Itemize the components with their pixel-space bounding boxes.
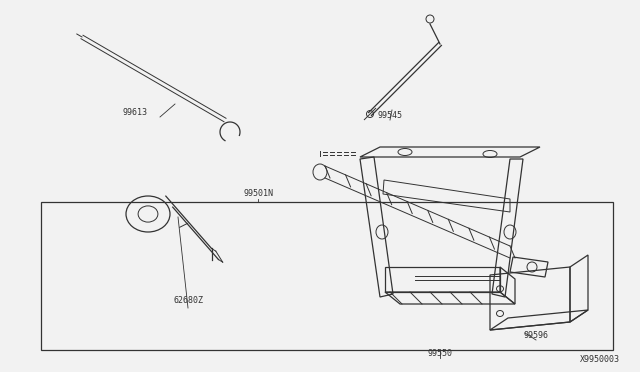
Text: X9950003: X9950003 (580, 355, 620, 364)
Text: 99550: 99550 (428, 349, 452, 358)
Bar (41, 202, 613, 350)
Text: 62680Z: 62680Z (173, 296, 203, 305)
Text: 99596: 99596 (524, 331, 548, 340)
Text: 99501N: 99501N (243, 189, 273, 198)
Text: 99545: 99545 (378, 111, 403, 120)
Text: 99613: 99613 (122, 108, 147, 117)
